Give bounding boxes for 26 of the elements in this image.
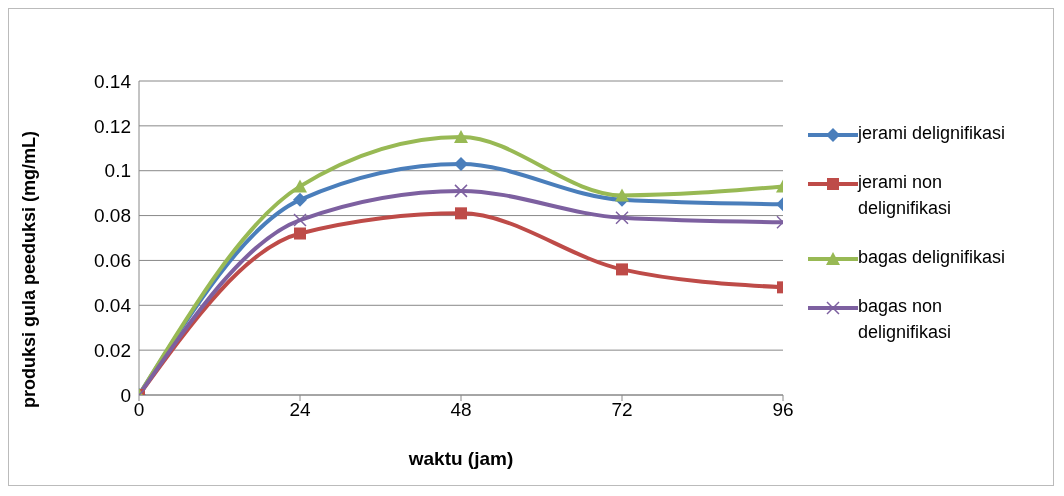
y-axis-title: produksi gula peeduksi (mg/mL): [19, 130, 40, 408]
point: [455, 207, 467, 220]
x-tick-label: 48: [450, 399, 472, 421]
y-tick-label: 0.02: [94, 339, 131, 361]
point: [615, 188, 629, 202]
point: [616, 263, 628, 276]
y-tick-label: 0.14: [94, 70, 132, 92]
y-tick-label: 0: [120, 384, 131, 406]
legend-label: jerami non delignifikasi: [858, 171, 953, 220]
point: [293, 192, 307, 207]
legend-label: jerami delignifikasi: [858, 122, 1006, 145]
x-tick-label: 24: [289, 399, 311, 421]
y-tick-label: 0.08: [94, 205, 131, 227]
x-tick-label: 72: [611, 399, 633, 421]
y-tick-label: 0.12: [94, 115, 131, 137]
point: [293, 179, 307, 193]
point: [294, 227, 306, 240]
point: [454, 156, 468, 171]
legend-label: bagas non delignifikasi: [858, 295, 953, 344]
x-tick-label: 96: [772, 399, 794, 421]
y-tick-label: 0.1: [104, 160, 131, 182]
x-axis-title: waktu (jam): [407, 448, 514, 469]
y-tick-label: 0.06: [94, 250, 131, 272]
y-tick-label: 0.04: [94, 295, 132, 317]
legend-label: bagas delignifikasi: [858, 246, 1006, 269]
point: [454, 130, 468, 144]
